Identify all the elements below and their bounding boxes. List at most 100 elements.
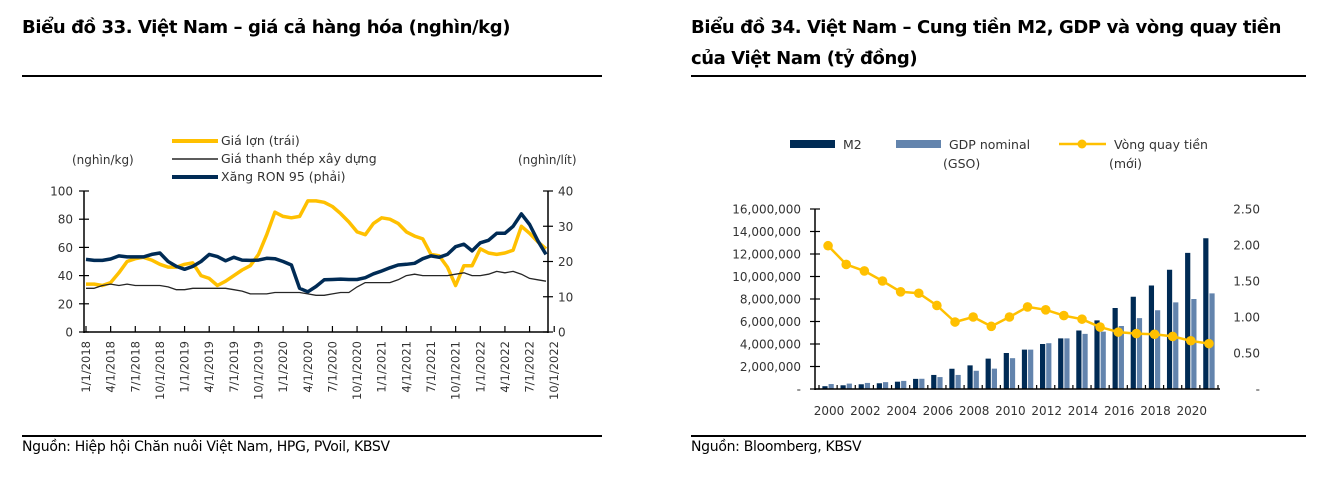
bar-gdp bbox=[864, 382, 871, 389]
legend-label: M2 bbox=[843, 137, 862, 152]
legend-label: Xăng RON 95 (phải) bbox=[221, 169, 346, 184]
x-tick-label: 4/1/2020 bbox=[301, 341, 315, 393]
legend-label: Giá thanh thép xây dựng bbox=[221, 151, 377, 166]
bar-m2 bbox=[1003, 353, 1009, 389]
y-tick-label-right: 2.50 bbox=[1233, 203, 1260, 217]
bar-gdp bbox=[1046, 343, 1052, 389]
x-tick-label: 4/1/2019 bbox=[202, 341, 216, 393]
bar-m2 bbox=[985, 358, 991, 389]
bar-m2 bbox=[1112, 308, 1118, 389]
x-tick-label: 2010 bbox=[995, 404, 1026, 418]
line-chart: 0 20 40 60 80 100 0 10 20 30 40 1/1/2018 4/1/2018 7/1… bbox=[50, 133, 577, 400]
legend-marker-velocity bbox=[1077, 139, 1087, 149]
x-tick-label: 2008 bbox=[959, 404, 990, 418]
bar-gdp bbox=[1155, 310, 1161, 389]
velocity-point bbox=[1022, 302, 1033, 312]
chart-panel-right: Biểu đồ 34. Việt Nam – Cung tiền M2, GDP… bbox=[660, 0, 1337, 488]
y-tick-label-left: 16,000,000 bbox=[732, 203, 801, 217]
y-tick-label-right: 1.50 bbox=[1233, 275, 1260, 289]
bar-m2 bbox=[1185, 252, 1191, 389]
bar-gdp bbox=[1064, 338, 1070, 389]
velocity-point bbox=[986, 321, 997, 332]
combo-chart: - 2,000,000 4,000,000 6,000,000 8,000,000 10,… bbox=[732, 137, 1260, 418]
x-tick-label: 2002 bbox=[850, 404, 881, 418]
velocity-point bbox=[859, 266, 870, 276]
y-tick-label-left: 4,000,000 bbox=[740, 338, 801, 352]
chart-title: Biểu đồ 33. Việt Nam – giá cả hàng hóa (… bbox=[22, 17, 511, 38]
bar-gdp bbox=[846, 383, 852, 389]
velocity-point bbox=[1004, 312, 1015, 322]
bar-m2 bbox=[931, 374, 937, 389]
bar-gdp bbox=[1136, 318, 1143, 389]
bar-m2 bbox=[822, 386, 828, 389]
bar-m2 bbox=[1040, 344, 1046, 389]
x-tick-label: 10/1/2019 bbox=[252, 341, 266, 400]
velocity-point bbox=[1077, 314, 1087, 324]
x-tick-label: 4/1/2021 bbox=[399, 341, 413, 393]
x-tick-label: 10/1/2022 bbox=[547, 341, 561, 400]
bar-gdp bbox=[1009, 358, 1016, 389]
y-tick-label-left: 0 bbox=[65, 326, 73, 340]
legend-label: (GSO) bbox=[943, 156, 980, 171]
x-tick-label: 7/1/2020 bbox=[325, 341, 339, 393]
x-tick-label: 10/1/2021 bbox=[449, 341, 463, 400]
x-tick-label: 2004 bbox=[886, 404, 917, 418]
x-tick-label: 1/1/2018 bbox=[79, 341, 93, 393]
velocity-point bbox=[1149, 329, 1160, 340]
velocity-point bbox=[950, 317, 960, 327]
y-tick-label-left: 2,000,000 bbox=[740, 360, 801, 374]
x-tick-label: 7/1/2018 bbox=[128, 341, 142, 393]
velocity-point bbox=[1185, 335, 1196, 346]
bar-gdp bbox=[882, 382, 889, 389]
y-tick-label-right: 10 bbox=[558, 290, 573, 304]
chart-panel-left: Biểu đồ 33. Việt Nam – giá cả hàng hóa (… bbox=[0, 0, 640, 488]
legend-label: GDP nominal bbox=[949, 137, 1030, 152]
x-tick-label: 2006 bbox=[923, 404, 954, 418]
y-tick-label-left: 60 bbox=[58, 241, 73, 255]
velocity-point bbox=[1095, 322, 1105, 332]
velocity-point bbox=[932, 300, 942, 311]
x-tick-label: 1/1/2022 bbox=[473, 341, 487, 393]
y-tick-label-left: 12,000,000 bbox=[732, 248, 801, 262]
title-divider bbox=[22, 75, 602, 77]
y-tick-label-left: 14,000,000 bbox=[732, 225, 801, 239]
x-tick-label: 2012 bbox=[1031, 404, 1062, 418]
x-tick-label: 7/1/2021 bbox=[424, 341, 438, 393]
bar-m2 bbox=[894, 381, 901, 389]
y-tick-label-right: 2.00 bbox=[1233, 239, 1260, 253]
bar-gdp bbox=[973, 370, 979, 389]
bar-gdp bbox=[1082, 333, 1088, 389]
bar-m2 bbox=[1076, 330, 1082, 389]
bar-gdp bbox=[1118, 326, 1124, 389]
y-axis-label-left: (nghìn/kg) bbox=[72, 153, 134, 167]
legend-label: (mới) bbox=[1109, 156, 1142, 171]
x-tick-label: 7/1/2019 bbox=[227, 341, 241, 393]
bar-m2 bbox=[1058, 338, 1064, 389]
velocity-point bbox=[1204, 338, 1214, 349]
bar-gdp bbox=[955, 374, 961, 389]
y-tick-label-left: 40 bbox=[58, 269, 73, 283]
y-tick-label-right: - bbox=[1256, 383, 1260, 397]
bar-m2 bbox=[876, 383, 882, 389]
x-tick-label: 2020 bbox=[1177, 404, 1208, 418]
bar-gdp bbox=[937, 377, 943, 389]
y-axis-label-right: (nghìn/lít) bbox=[518, 153, 577, 167]
y-tick-label-left: 10,000,000 bbox=[732, 270, 801, 284]
x-tick-label: 10/1/2018 bbox=[153, 341, 167, 400]
bar-m2 bbox=[1203, 238, 1209, 389]
velocity-point bbox=[1131, 328, 1142, 339]
series-line-3 bbox=[85, 212, 548, 294]
legend-label: Vòng quay tiền bbox=[1114, 137, 1208, 152]
source-divider bbox=[691, 435, 1306, 437]
title-divider bbox=[691, 75, 1306, 77]
y-tick-label-left: - bbox=[797, 383, 801, 397]
source-note: Nguồn: Bloomberg, KBSV bbox=[691, 439, 862, 455]
y-tick-label-left: 20 bbox=[58, 297, 73, 311]
x-tick-label: 1/1/2019 bbox=[178, 341, 192, 393]
x-tick-label: 7/1/2022 bbox=[523, 341, 537, 393]
bar-m2 bbox=[913, 378, 919, 389]
bar-m2 bbox=[1094, 320, 1100, 389]
x-tick-label: 2000 bbox=[814, 404, 845, 418]
y-tick-label-left: 6,000,000 bbox=[740, 315, 801, 329]
bar-m2 bbox=[840, 385, 846, 389]
